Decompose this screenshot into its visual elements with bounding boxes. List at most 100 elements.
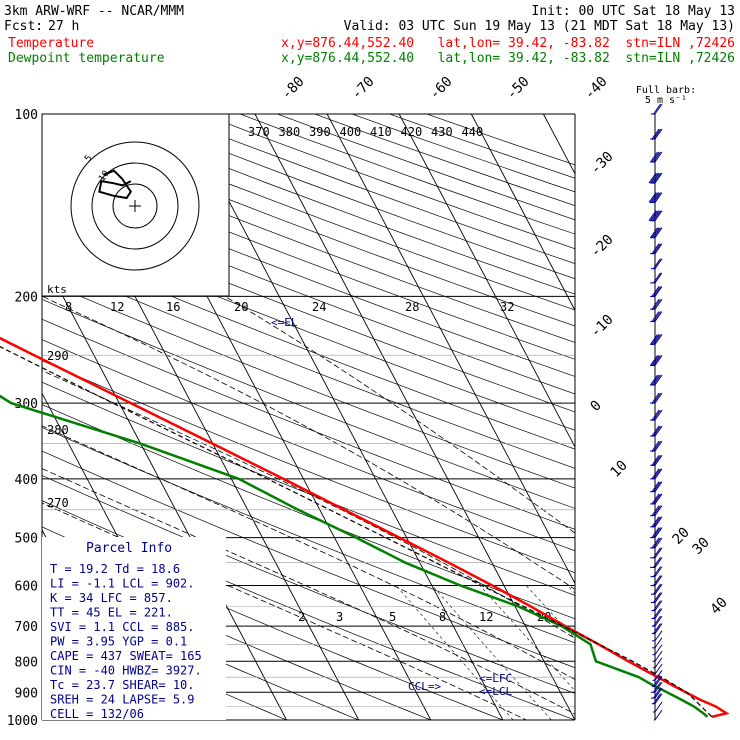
wind-barb-flag (653, 272, 661, 284)
theta-e-label: 270 (47, 496, 69, 510)
wind-barb-flag (654, 676, 663, 687)
wind-barb-flag (651, 334, 660, 345)
wind-barb-flag (651, 151, 660, 163)
isotherm-label: -40 (582, 74, 611, 103)
dry-adiabat (388, 114, 575, 179)
mixing-ratio-line (479, 585, 575, 692)
wind-barb (653, 657, 663, 669)
dry-adiabat (42, 381, 575, 596)
isotherm-label: -80 (279, 74, 308, 103)
moist-adiabat (42, 425, 575, 680)
wind-barb (650, 355, 663, 367)
wind-barb-flag (653, 693, 661, 705)
parcel-info-row: CIN = -40 HWBZ= 3927. (50, 664, 202, 678)
wind-barb (652, 637, 663, 649)
wind-barb-flag (654, 583, 663, 595)
hodograph-units: kts (47, 283, 67, 296)
pressure-tick-label: 500 (15, 532, 38, 547)
wind-barb-flag (654, 258, 663, 269)
wind-barb-flag (654, 566, 663, 577)
mixing-ratio-label: 8 (65, 300, 72, 314)
parcel-info-row: CELL = 132/06 (50, 707, 144, 721)
wind-barb-flag (653, 243, 661, 254)
theta-e-label: 290 (47, 349, 69, 363)
ccl-annotation: CCL=> (408, 680, 441, 693)
wind-barb (650, 298, 663, 310)
wind-barb-flag (654, 468, 663, 480)
isotherm-label: 30 (690, 535, 713, 558)
wind-barb (651, 687, 663, 699)
lcl-annotation: <=LCL (479, 685, 512, 698)
wind-barb-flag (651, 355, 660, 366)
hodograph: 5 10 kts (41, 113, 230, 297)
wind-barb (650, 243, 663, 255)
legend-dewpoint-info: x,y=876.44,552.40 lat,lon= 39.42, -83.82… (281, 51, 735, 66)
mixing-ratio-line (395, 585, 514, 720)
mixing-ratio-label: 28 (405, 300, 419, 314)
dewpoint-profile (0, 394, 709, 718)
theta-label: 380 (279, 125, 301, 139)
wind-barb-flag (651, 537, 660, 549)
isotherm-label: -60 (427, 74, 456, 103)
wind-barb-flag (654, 455, 663, 466)
dry-adiabat (42, 581, 360, 720)
legend-dewpoint-label: Dewpoint temperature (8, 51, 165, 66)
wind-barb-flag (648, 172, 657, 184)
wind-barb-flag (653, 547, 661, 559)
pressure-tick-label: 1000 (7, 714, 38, 729)
isotherm (398, 114, 575, 448)
wind-barb-flag (653, 210, 661, 221)
profiles (0, 336, 730, 719)
dry-adiabat (42, 450, 575, 669)
hodograph-ring-outer (70, 141, 200, 271)
wind-barb-flag (654, 575, 663, 586)
parcel-info-row: K = 34 LFC = 857. (50, 591, 173, 605)
wind-barb-flag (653, 537, 661, 549)
wind-barb-flag (650, 374, 658, 386)
wind-barb (652, 644, 663, 656)
isotherm-label: -20 (588, 232, 617, 261)
wind-barb (652, 650, 663, 662)
parcel-info-row: T = 19.2 Td = 18.6 (50, 562, 180, 576)
wind-barb-flag (653, 505, 661, 516)
wind-barb-flag (653, 374, 661, 386)
isotherm (254, 114, 575, 720)
parcel-info-background (42, 537, 226, 720)
mixing-ratio-label: 16 (166, 300, 180, 314)
parcel-info-row: Tc = 23.7 SHEAR= 10. (50, 678, 195, 692)
wind-barb-flag (653, 409, 661, 421)
wind-barb-flag (654, 615, 663, 627)
parcel-path (0, 345, 713, 718)
wind-barb-flag (654, 693, 663, 705)
wind-barb-flag (653, 608, 661, 619)
mixing-ratio-line (525, 585, 575, 640)
wind-barb-flag (651, 374, 660, 386)
wind-barb-flag (654, 527, 663, 538)
wind-barb-flag (651, 192, 660, 203)
wind-barb (653, 663, 663, 675)
init-time: Init: 00 UTC Sat 18 May 13 (532, 4, 736, 19)
wind-barb-flag (653, 687, 661, 699)
dry-adiabat (42, 427, 575, 644)
hodograph-ring-middle (91, 162, 179, 250)
wind-barb (651, 600, 663, 612)
wind-barb-flag (651, 505, 660, 516)
isotherm-label: 10 (608, 458, 631, 481)
wind-barb (650, 286, 663, 297)
wind-barb-flag (654, 425, 663, 437)
wind-barb-flag (654, 600, 663, 611)
moist-adiabat (42, 502, 528, 720)
temperature-profile (0, 336, 730, 719)
wind-barb-flag (654, 681, 663, 693)
wind-barb (650, 440, 663, 452)
isotherm-label: -30 (588, 149, 617, 178)
wind-barb-flag (653, 676, 661, 687)
wind-barb (650, 374, 663, 386)
wind-barb-flag (654, 547, 663, 559)
moist-adiabat (42, 468, 575, 715)
wind-barb-flag (654, 355, 663, 366)
wind-barb-flag (654, 644, 663, 655)
mixing-ratio-label-lower: 12 (479, 610, 493, 624)
wind-barb-flag (653, 103, 661, 115)
